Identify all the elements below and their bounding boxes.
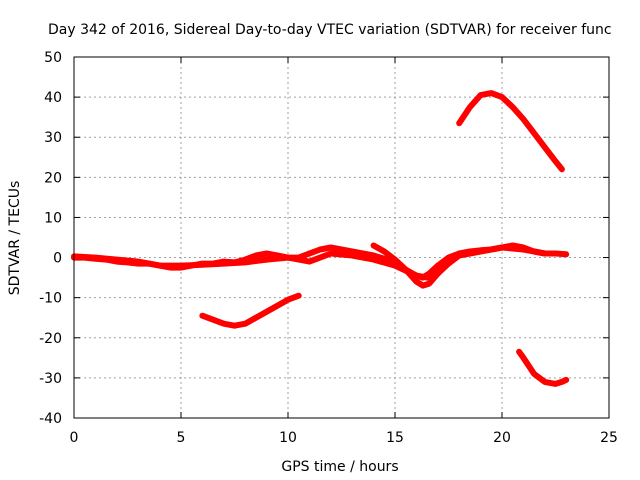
chart-title: Day 342 of 2016, Sidereal Day-to-day VTE… bbox=[48, 22, 612, 38]
grid-lines bbox=[74, 57, 609, 418]
y-tick-label: 40 bbox=[44, 90, 62, 106]
y-tick-label: -10 bbox=[39, 291, 62, 307]
x-tick-label: 25 bbox=[600, 430, 618, 446]
y-tick-label: 50 bbox=[44, 50, 62, 66]
series-track-low-right bbox=[516, 348, 570, 387]
series-track-low-left bbox=[199, 292, 302, 329]
x-tick-label: 0 bbox=[70, 430, 79, 446]
y-tick-label: -40 bbox=[39, 411, 62, 427]
x-axis-label: GPS time / hours bbox=[281, 459, 398, 475]
x-tick-label: 20 bbox=[493, 430, 511, 446]
series-group bbox=[71, 90, 570, 387]
plot-frame bbox=[73, 56, 610, 419]
y-tick-label: -20 bbox=[39, 331, 62, 347]
series-track-high-arc bbox=[456, 90, 565, 173]
y-tick-label: 10 bbox=[44, 210, 62, 226]
x-tick-label: 15 bbox=[386, 430, 404, 446]
y-tick-label: 30 bbox=[44, 130, 62, 146]
x-tick-label: 5 bbox=[177, 430, 186, 446]
y-tick-label: 20 bbox=[44, 170, 62, 186]
y-tick-label: 0 bbox=[53, 251, 62, 267]
y-axis-label: SDTVAR / TECUs bbox=[7, 181, 23, 296]
x-tick-label: 10 bbox=[279, 430, 297, 446]
series-track-dip-mid bbox=[370, 242, 463, 289]
y-tick-label: -30 bbox=[39, 371, 62, 387]
